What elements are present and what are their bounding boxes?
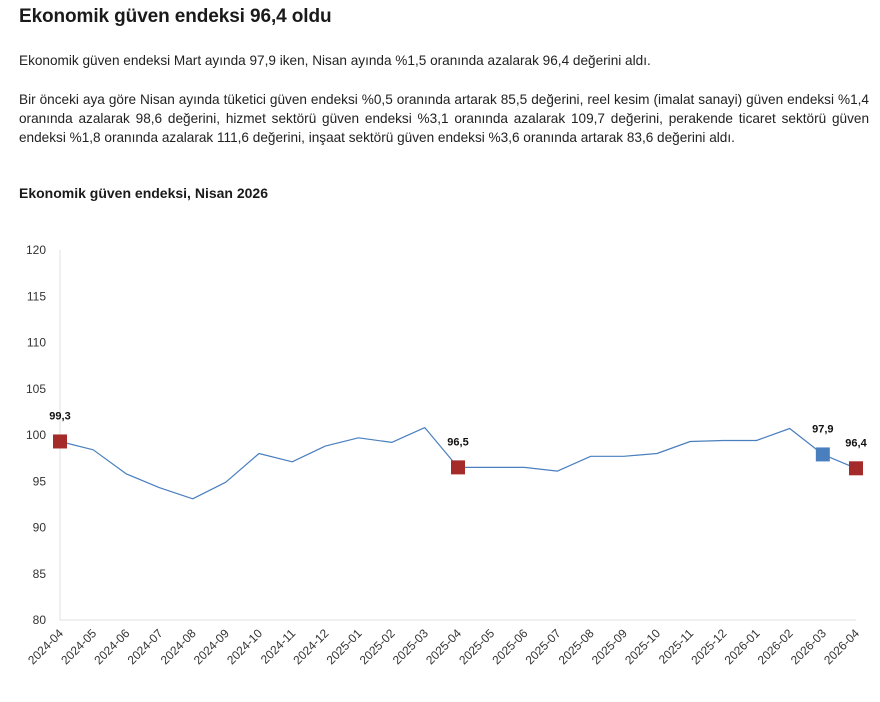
x-tick-label: 2025-05 [456,626,497,667]
x-tick-label: 2024-12 [290,626,331,667]
chart-title: Ekonomik güven endeksi, Nisan 2026 [19,185,268,201]
x-tick-label: 2025-07 [523,626,564,667]
x-tick-label: 2024-09 [191,626,232,667]
x-tick-label: 2025-09 [589,626,630,667]
detail-paragraph: Bir önceki aya göre Nisan ayında tüketic… [19,92,869,145]
chart-axes [59,250,856,621]
x-tick-label: 2025-03 [390,626,431,667]
y-tick-label: 120 [26,243,46,257]
x-tick-label: 2025-01 [324,626,365,667]
x-tick-label: 2026-03 [788,626,829,667]
x-tick-label: 2025-02 [357,626,398,667]
y-tick-label: 95 [33,474,47,488]
y-tick-label: 100 [26,428,46,442]
page-title: Ekonomik güven endeksi 96,4 oldu [19,6,332,27]
y-tick-label: 110 [27,336,46,350]
x-tick-label: 2026-02 [755,626,796,667]
data-labels-group: 99,3 96,5 97,9 96,4 [49,410,867,449]
x-tick-label: 2024-05 [58,626,99,667]
data-point-marker [849,461,863,476]
markers-group [53,434,863,476]
x-tick-label: 2024-07 [125,626,166,667]
data-label: 96,4 [845,437,867,449]
y-tick-label: 90 [33,521,47,535]
data-point-marker [815,447,830,462]
x-tick-label: 2025-08 [556,626,597,667]
data-label: 99,3 [49,410,70,422]
data-label: 96,5 [447,436,468,448]
x-tick-label: 2025-12 [688,626,729,667]
y-tick-label: 80 [33,613,47,627]
x-tick-label: 2025-04 [423,626,464,667]
y-axis-ticks: 80 85 90 95 100 105 110 115 120 [26,243,46,627]
data-point-marker [451,460,465,475]
x-tick-label: 2024-06 [91,626,132,667]
data-label: 97,9 [812,423,833,435]
x-tick-label: 2024-10 [224,626,265,667]
x-tick-label: 2026-04 [821,626,862,667]
y-tick-label: 105 [26,382,46,396]
x-tick-label: 2024-04 [25,626,66,667]
x-tick-label: 2026-01 [722,626,763,667]
x-tick-label: 2025-06 [489,626,530,667]
x-axis-ticks: 2024-042024-052024-062024-072024-082024-… [25,626,862,667]
y-tick-label: 85 [33,567,47,581]
x-tick-label: 2024-08 [158,626,199,667]
y-tick-label: 115 [27,289,46,303]
x-tick-label: 2025-10 [622,626,663,667]
summary-paragraph: Ekonomik güven endeksi Mart ayında 97,9 … [19,53,651,68]
data-point-marker [53,434,67,449]
